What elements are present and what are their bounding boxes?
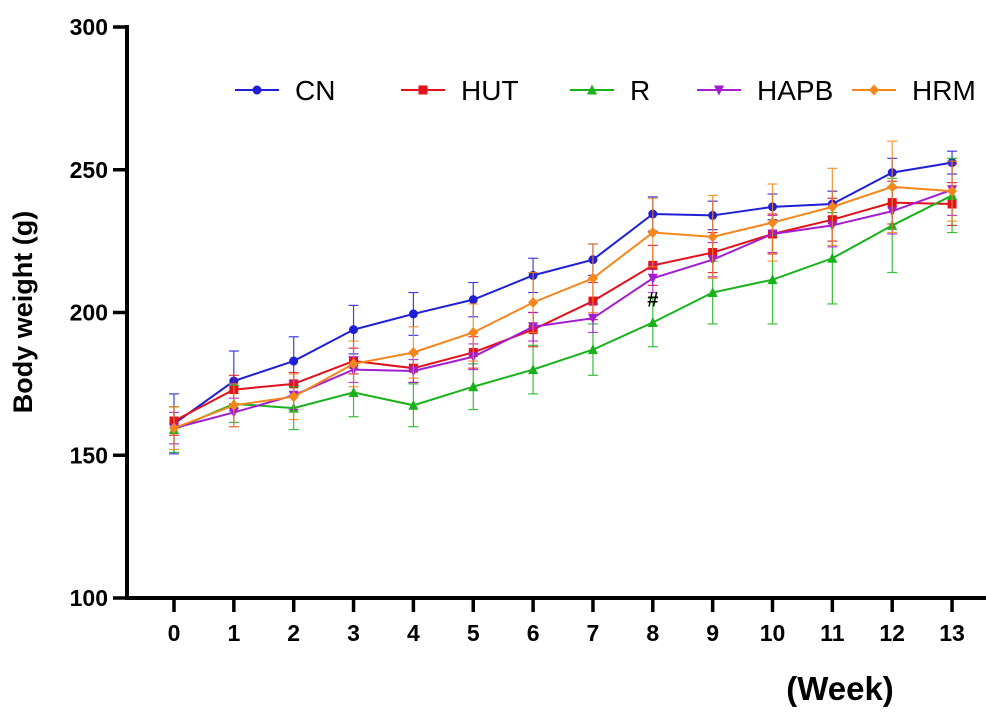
series-line xyxy=(173,185,953,430)
data-point xyxy=(408,346,419,358)
legend-marker xyxy=(869,84,879,96)
legend-marker xyxy=(714,85,724,96)
legend-item-r: R xyxy=(570,75,650,106)
data-point xyxy=(408,399,419,410)
x-tick-label: 13 xyxy=(939,620,965,646)
data-point xyxy=(647,273,658,284)
data-point xyxy=(468,295,478,305)
x-tick-label: 11 xyxy=(820,620,845,646)
x-tick-label: 12 xyxy=(879,620,905,646)
legend-label: R xyxy=(630,75,650,106)
data-point xyxy=(289,356,299,366)
data-point xyxy=(827,201,838,213)
series-line xyxy=(173,161,953,425)
data-point xyxy=(587,344,598,355)
series-hapb xyxy=(169,163,958,445)
data-point xyxy=(528,364,539,375)
data-point xyxy=(767,217,778,229)
data-point xyxy=(169,422,179,434)
data-point xyxy=(647,227,658,239)
significance-marker: # xyxy=(647,290,658,312)
data-point xyxy=(767,274,778,285)
legend-item-hrm: HRM xyxy=(852,75,976,106)
legend-item-cn: CN xyxy=(235,75,335,106)
y-tick-label: 250 xyxy=(70,157,108,183)
x-tick-label: 1 xyxy=(227,620,240,646)
x-tick-label: 3 xyxy=(347,620,360,646)
legend-label: HAPB xyxy=(757,75,833,106)
data-point xyxy=(408,309,418,319)
x-ticks: 0 1 2 3 4 5 6 7 8 9 10 11 12 13 xyxy=(168,598,965,646)
legend-label: HUT xyxy=(461,75,519,106)
data-point xyxy=(947,185,958,197)
series-hrm xyxy=(169,140,958,451)
x-tick-label: 7 xyxy=(587,620,600,646)
data-point xyxy=(587,272,598,284)
x-tick-label: 9 xyxy=(706,620,719,646)
legend-label: CN xyxy=(295,75,335,106)
series-layer xyxy=(169,140,958,455)
data-point xyxy=(647,316,658,327)
y-tick-label: 150 xyxy=(70,442,108,468)
data-point xyxy=(348,386,359,397)
data-point xyxy=(468,326,479,338)
data-point xyxy=(228,399,239,411)
legend-label: HRM xyxy=(912,75,976,106)
data-point xyxy=(528,297,539,309)
legend-marker xyxy=(252,85,262,95)
legend-item-hapb: HAPB xyxy=(697,75,833,106)
data-point xyxy=(348,358,359,370)
y-tick-label: 300 xyxy=(70,14,108,40)
y-tick-label: 200 xyxy=(70,300,108,326)
x-tick-label: 10 xyxy=(760,620,786,646)
x-tick-label: 5 xyxy=(467,620,480,646)
x-tick-label: 8 xyxy=(646,620,659,646)
x-tick-label: 2 xyxy=(287,620,300,646)
x-axis-title: (Week) xyxy=(786,670,894,707)
y-ticks: 100 150 200 250 300 xyxy=(70,14,127,611)
data-point xyxy=(707,231,718,243)
series-line xyxy=(173,194,953,431)
data-point xyxy=(707,287,718,298)
series-line xyxy=(173,201,953,422)
annotation-layer: # xyxy=(647,290,658,312)
x-tick-label: 4 xyxy=(407,620,420,646)
data-point xyxy=(468,381,479,392)
legend-marker xyxy=(587,84,597,95)
data-point xyxy=(887,181,898,193)
y-tick-label: 100 xyxy=(70,585,108,611)
x-tick-label: 6 xyxy=(527,620,540,646)
legend: CN HUT R HAPB HRM xyxy=(235,75,976,106)
data-point xyxy=(827,252,838,263)
legend-marker xyxy=(418,85,428,95)
axes xyxy=(125,25,986,600)
series-r xyxy=(169,157,958,453)
x-tick-label: 0 xyxy=(168,620,181,646)
legend-item-hut: HUT xyxy=(401,75,519,106)
data-point xyxy=(349,325,359,335)
data-point xyxy=(288,391,299,403)
y-axis-title: Body weight (g) xyxy=(8,211,38,413)
data-point xyxy=(587,313,598,324)
